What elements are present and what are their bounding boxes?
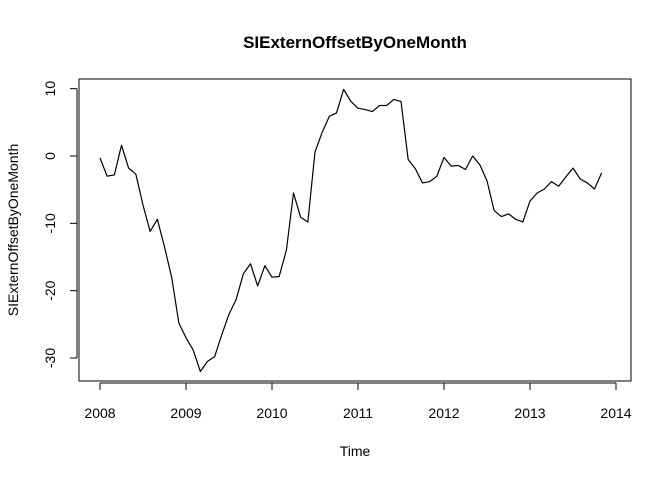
y-tick-label--30: -30: [42, 348, 58, 368]
x-tick-label-2014: 2014: [600, 405, 631, 421]
y-axis-label: SIExternOffsetByOneMonth: [5, 144, 21, 317]
y-tick-label--10: -10: [42, 213, 58, 233]
x-tick-label-2011: 2011: [343, 405, 373, 421]
y-tick-label-10: 10: [42, 81, 58, 97]
y-tick-label-0: 0: [42, 152, 58, 160]
series-layer: [99, 88, 603, 373]
x-tick-label-2009: 2009: [170, 405, 201, 421]
x-tick-label-2010: 2010: [256, 405, 287, 421]
y-tick-label--20: -20: [42, 280, 58, 300]
x-axis: 2008 2009 2010 2011 2012 2013 2014: [84, 382, 632, 421]
x-axis-label: Time: [340, 443, 371, 459]
plot-frame: [78, 78, 632, 382]
y-axis: -30 -20 -10 0 10: [42, 81, 78, 368]
x-tick-label-2008: 2008: [84, 405, 115, 421]
chart-title: SIExternOffsetByOneMonth: [243, 33, 467, 52]
series-line-0: [99, 88, 603, 373]
x-tick-label-2013: 2013: [514, 405, 545, 421]
x-tick-label-2012: 2012: [428, 405, 459, 421]
